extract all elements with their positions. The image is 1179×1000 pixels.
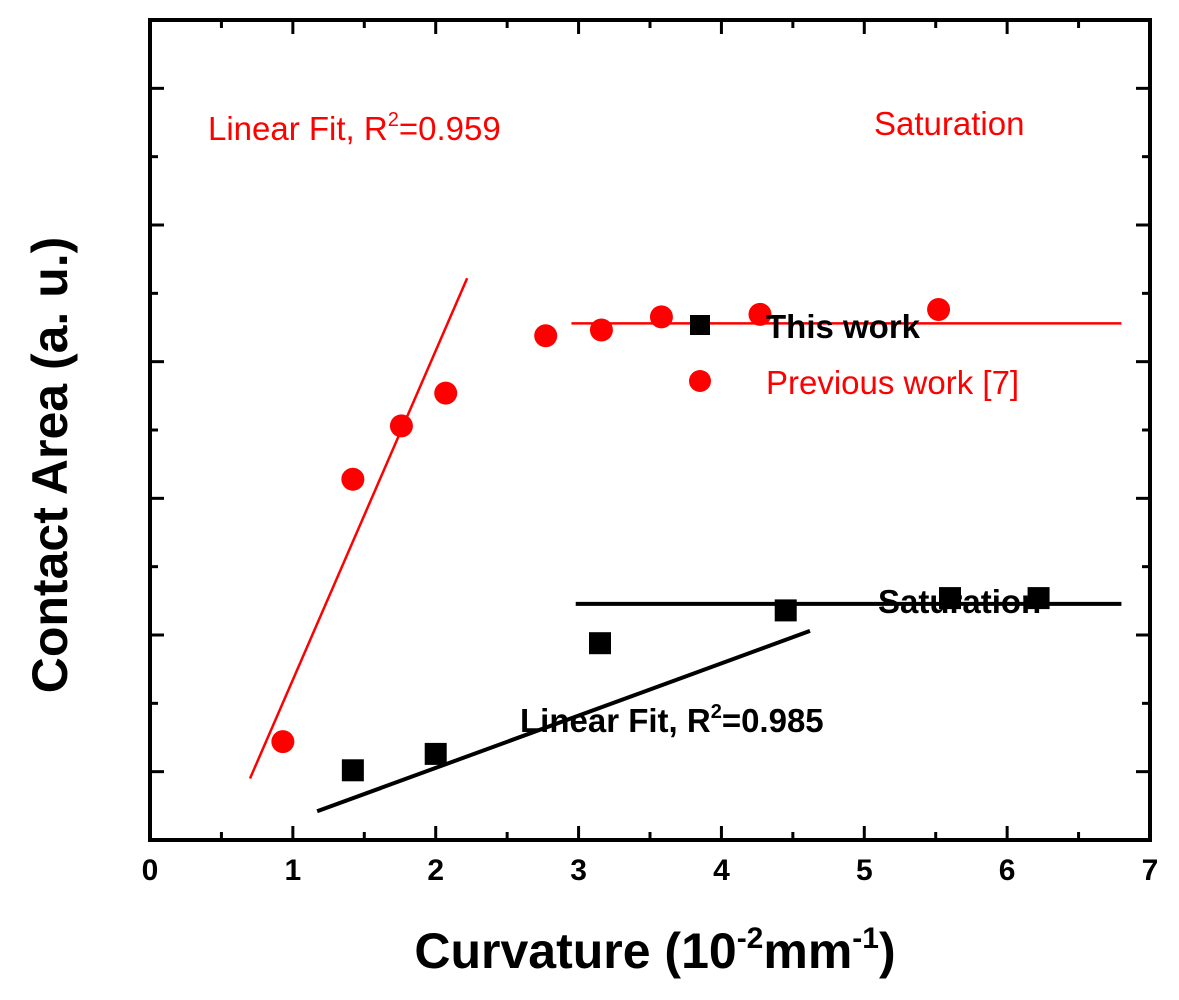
x-axis-title-base: Curvature (10 <box>414 923 736 979</box>
previous-work-point <box>649 305 673 329</box>
previous-work-point <box>271 730 295 754</box>
legend-label-this-work: This work <box>766 308 921 345</box>
previous-work-point <box>589 318 613 342</box>
x-tick-label: 4 <box>713 854 730 887</box>
this-work-point <box>341 759 364 782</box>
annotation-black-linear-fit: Linear Fit, R2=0.985 <box>520 701 824 739</box>
x-axis-title: Curvature (10-2mm-1) <box>414 922 895 979</box>
annotation-red-linear-fit-tail: =0.959 <box>399 110 501 147</box>
previous-work-point <box>389 414 413 438</box>
x-tick-label: 1 <box>285 854 302 887</box>
x-axis-title-end: ) <box>879 923 896 979</box>
previous-work-point <box>927 297 951 321</box>
annotation-red-linear-fit-sup: 2 <box>388 109 399 131</box>
x-axis-title-mid: mm <box>763 923 852 979</box>
legend: This work Previous work [7] <box>689 308 1019 401</box>
this-work-point <box>589 632 611 655</box>
previous-work-point <box>534 324 558 348</box>
annotation-black-saturation: Saturation <box>878 583 1041 620</box>
x-tick-label: 5 <box>856 854 873 887</box>
legend-marker-previous-work <box>689 370 711 392</box>
previous-work-linear-line <box>248 277 469 779</box>
x-tick-label: 7 <box>1142 854 1159 887</box>
data-points-group <box>271 297 1050 782</box>
x-tick-label: 2 <box>427 854 444 887</box>
previous-work-point <box>341 467 365 491</box>
this-work-point <box>1027 587 1050 610</box>
this-work-point <box>939 587 961 610</box>
legend-marker-this-work <box>690 315 710 335</box>
previous-work-point <box>748 302 772 326</box>
x-tick-label: 0 <box>142 854 159 887</box>
x-tick-label: 6 <box>999 854 1016 887</box>
this-work-linear-line <box>316 629 811 814</box>
legend-label-previous-work: Previous work [7] <box>766 364 1019 401</box>
y-axis-title: Contact Area (a. u.) <box>22 237 78 694</box>
this-work-point <box>774 599 797 622</box>
x-axis-title-sup1: -2 <box>737 922 764 955</box>
previous-work-point <box>434 381 458 405</box>
annotation-black-linear-fit-sup: 2 <box>711 701 722 723</box>
annotation-black-linear-fit-tail: =0.985 <box>722 702 824 739</box>
x-axis-title-sup2: -1 <box>852 922 879 955</box>
annotation-black-linear-fit-text: Linear Fit, R <box>520 702 711 739</box>
annotation-red-saturation: Saturation <box>874 105 1024 142</box>
annotation-red-linear-fit-text: Linear Fit, R <box>208 110 388 147</box>
annotation-red-linear-fit: Linear Fit, R2=0.959 <box>208 109 501 147</box>
x-tick-label: 3 <box>570 854 587 887</box>
this-work-point <box>424 742 447 765</box>
axis-ticks-group: 0 1 2 3 4 5 6 7 <box>142 20 1159 887</box>
